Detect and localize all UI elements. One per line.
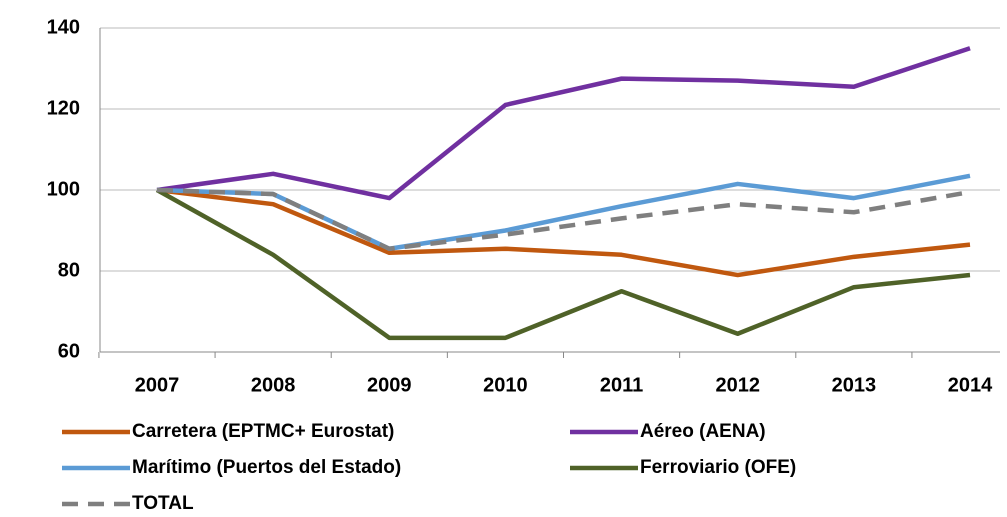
y-tick-label: 100: [47, 178, 80, 200]
series-line: [155, 188, 971, 341]
y-tick-label: 120: [47, 97, 80, 119]
legend-label: Carretera (EPTMC+ Eurostat): [132, 421, 394, 442]
x-tick-label: 2014: [948, 374, 993, 396]
series-line: [156, 187, 971, 278]
x-tick-label: 2012: [715, 374, 760, 396]
legend-label: Aéreo (AENA): [640, 421, 766, 442]
x-tick-label: 2008: [251, 374, 296, 396]
legend-label: Ferroviario (OFE): [640, 457, 796, 478]
x-tick-label: 2009: [367, 374, 412, 396]
series-line: [156, 46, 971, 201]
y-tick-label: 60: [58, 340, 80, 362]
x-tick-label: 2010: [483, 374, 528, 396]
series-line: [156, 187, 971, 251]
y-tick-label: 80: [58, 259, 80, 281]
x-tick-label: 2013: [832, 374, 877, 396]
legend-label: TOTAL: [132, 493, 194, 514]
x-tick-label: 2011: [600, 374, 643, 396]
y-tick-label: 140: [47, 16, 80, 38]
x-tick-label: 2007: [135, 374, 180, 396]
legend-label: Marítimo (Puertos del Estado): [132, 457, 401, 478]
